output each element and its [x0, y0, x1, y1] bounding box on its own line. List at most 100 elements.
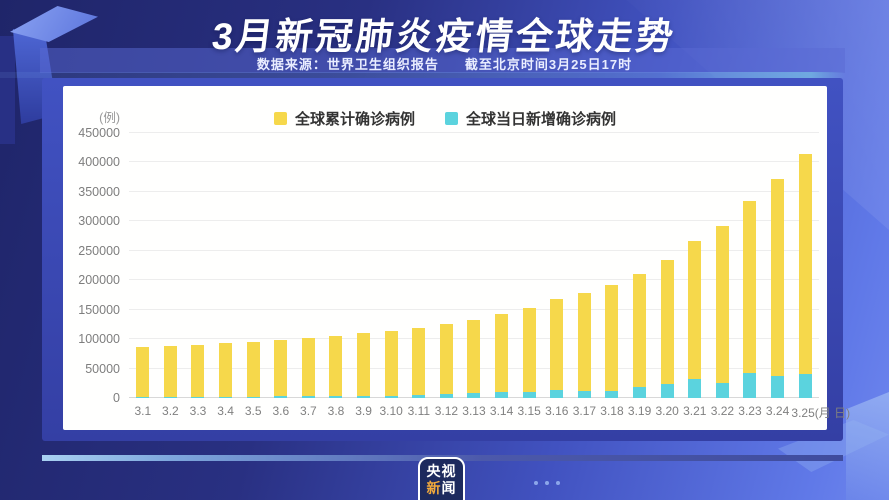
y-tick-label: 200000 — [78, 273, 120, 288]
stacked-bar-3.21 — [688, 241, 702, 398]
segment-daily-new — [219, 396, 233, 398]
y-tick-label: 100000 — [78, 332, 120, 347]
dot-icon — [534, 481, 538, 485]
y-tick-label: 0 — [113, 391, 120, 405]
stacked-bar-3.10 — [384, 331, 398, 398]
x-tick-label: 3.5 — [244, 404, 262, 418]
stacked-bar-3.20 — [660, 260, 674, 398]
x-tick-label: 3.6 — [272, 404, 290, 418]
segment-cumulative — [495, 314, 509, 393]
legend-swatch-daily-new — [445, 112, 458, 125]
bar-slot — [598, 133, 626, 398]
segment-daily-new — [771, 375, 785, 398]
segment-daily-new — [301, 395, 315, 398]
logo-line-1: 央视 — [426, 463, 457, 479]
x-tick-label: 3.24 — [765, 404, 790, 418]
bar-slot — [212, 133, 240, 398]
data-source-line: 数据来源：世界卫生组织报告 截至北京时间3月25日17时 — [0, 54, 889, 73]
stacked-bar-3.11 — [412, 328, 426, 398]
x-tick-label: 3.12 — [434, 404, 459, 418]
x-tick-label: 3.14 — [489, 404, 514, 418]
bar-slot — [157, 133, 185, 398]
segment-cumulative — [136, 346, 150, 397]
bar-slot — [488, 133, 516, 398]
x-tick-label: 3.17 — [572, 404, 597, 418]
bar-slot — [239, 133, 267, 398]
segment-daily-new — [412, 395, 426, 398]
y-axis-unit-label: (例) — [99, 111, 120, 125]
segment-cumulative — [274, 340, 288, 397]
segment-cumulative — [743, 200, 757, 373]
x-tick-label: 3.22 — [710, 404, 735, 418]
chart-legend: 全球累计确诊病例 全球当日新增确诊病例 — [63, 108, 827, 129]
gridline — [129, 279, 819, 281]
x-tick-label: 3.25(月 日) — [791, 406, 851, 420]
gridline — [129, 249, 819, 251]
gridline — [129, 161, 819, 163]
legend-swatch-cumulative — [273, 112, 287, 125]
stacked-bar-3.9 — [357, 333, 371, 398]
x-tick-label: 3.9 — [355, 404, 372, 418]
stacked-bar-3.16 — [550, 299, 564, 398]
segment-cumulative — [688, 241, 702, 380]
ellipsis-dots — [534, 481, 560, 485]
bar-slot — [764, 133, 792, 398]
y-tick-label: 150000 — [78, 302, 120, 317]
x-tick-label: 3.10 — [379, 404, 403, 418]
bar-slot — [515, 133, 543, 398]
segment-cumulative — [329, 335, 343, 396]
stacked-bar-3.8 — [329, 335, 343, 398]
segment-cumulative — [219, 343, 233, 397]
bar-slot — [129, 133, 157, 398]
as-of-text: 截至北京时间3月25日17时 — [464, 57, 633, 72]
segment-cumulative — [301, 338, 315, 396]
y-tick-label: 400000 — [78, 155, 120, 170]
segment-daily-new — [798, 373, 812, 398]
legend-item-daily-new: 全球当日新增确诊病例 — [445, 108, 616, 129]
gridline — [129, 220, 819, 222]
stacked-bar-3.24 — [771, 178, 785, 398]
x-tick-label: 3.2 — [162, 404, 179, 418]
x-tick-label: 3.11 — [407, 404, 431, 418]
segment-daily-new — [605, 390, 619, 398]
x-tick-label: 3.16 — [545, 404, 569, 418]
bar-slot — [571, 133, 599, 398]
gridline — [129, 308, 819, 310]
segment-cumulative — [384, 331, 398, 396]
segment-daily-new — [743, 372, 757, 398]
segment-daily-new — [467, 393, 481, 398]
segment-daily-new — [688, 379, 702, 398]
x-tick-label: 3.3 — [189, 404, 207, 418]
segment-daily-new — [274, 396, 288, 398]
segment-cumulative — [439, 324, 453, 395]
segment-daily-new — [577, 391, 591, 398]
bar-slot — [791, 133, 819, 398]
y-tick-label: 300000 — [78, 214, 120, 229]
segment-cumulative — [163, 345, 177, 397]
stacked-bar-3.15 — [522, 307, 536, 398]
bar-slot — [653, 133, 681, 398]
segment-daily-new — [163, 396, 177, 398]
segment-daily-new — [329, 395, 343, 398]
segment-daily-new — [550, 389, 564, 398]
segment-cumulative — [660, 260, 674, 384]
bar-slot — [736, 133, 764, 398]
dot-icon — [545, 481, 549, 485]
logo-char-wen: 闻 — [441, 480, 457, 496]
stacked-bar-3.7 — [301, 338, 315, 398]
y-tick-label: 350000 — [78, 184, 120, 199]
segment-daily-new — [246, 396, 260, 398]
stacked-bar-3.5 — [246, 341, 260, 398]
stacked-bar-3.14 — [495, 314, 509, 398]
x-tick-label: 3.13 — [462, 404, 486, 418]
stacked-bar-3.12 — [439, 324, 453, 398]
segment-daily-new — [633, 386, 647, 398]
stacked-bar-3.23 — [743, 200, 757, 398]
x-tick-label: 3.21 — [683, 404, 707, 418]
segment-daily-new — [384, 395, 398, 398]
x-tick-label: 3.18 — [600, 404, 624, 418]
stacked-bar-3.18 — [605, 285, 619, 398]
segment-cumulative — [577, 292, 591, 392]
x-tick-label: 3.1 — [134, 404, 152, 418]
bar-slot — [295, 133, 323, 398]
